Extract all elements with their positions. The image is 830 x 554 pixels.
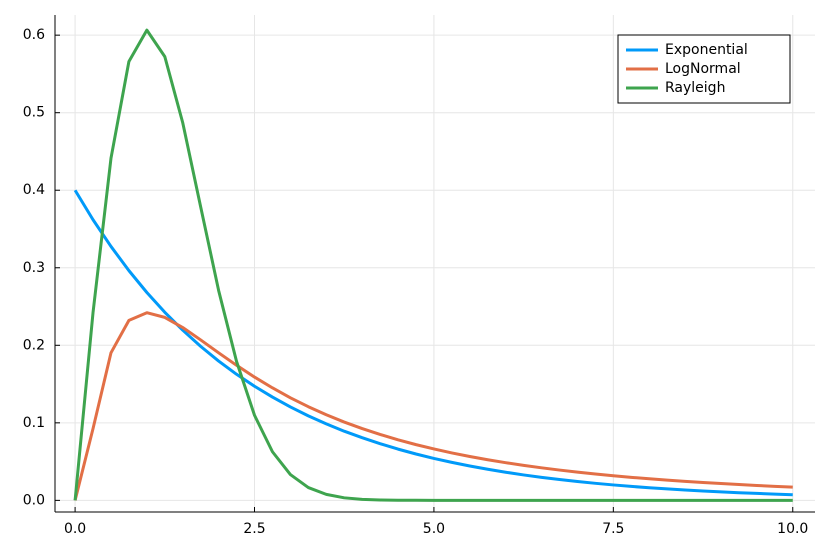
x-tick-label: 0.0 xyxy=(64,521,86,537)
y-tick-label: 0.1 xyxy=(23,415,45,431)
x-tick-label: 7.5 xyxy=(602,521,624,537)
y-tick-label: 0.5 xyxy=(23,105,45,121)
line-series xyxy=(73,28,793,502)
x-tick-label: 5.0 xyxy=(423,521,445,537)
y-tick-label: 0.3 xyxy=(23,260,45,276)
y-tick-label: 0.0 xyxy=(23,492,45,508)
line-series xyxy=(73,189,793,497)
legend-label: Exponential xyxy=(665,42,748,58)
legend-label: LogNormal xyxy=(665,61,741,77)
y-tick-label: 0.6 xyxy=(23,27,45,43)
legend: Exponential LogNormal Rayleigh xyxy=(617,34,791,104)
y-tick-label: 0.2 xyxy=(23,337,45,353)
y-tick-label: 0.4 xyxy=(23,182,45,198)
line-series xyxy=(73,311,793,501)
x-tick-label: 10.0 xyxy=(777,521,808,537)
x-tick-label: 2.5 xyxy=(243,521,265,537)
legend-label: Rayleigh xyxy=(665,80,725,96)
